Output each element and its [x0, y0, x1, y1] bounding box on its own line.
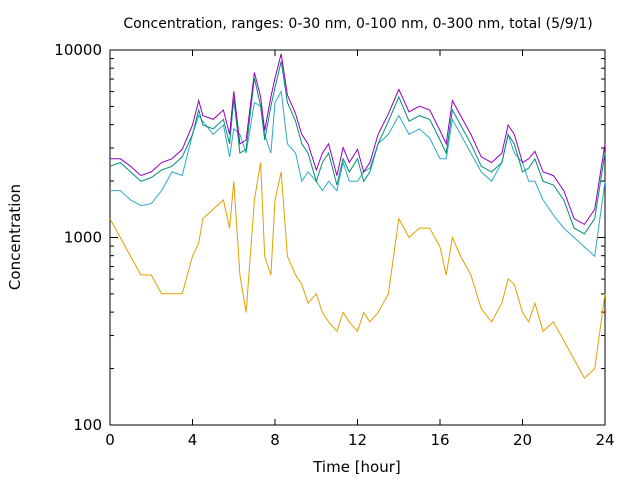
plot-frame [109, 49, 606, 426]
x-tick-label: 12 [348, 431, 367, 449]
x-tick-label: 4 [188, 431, 198, 449]
x-tick-label: 24 [595, 431, 614, 449]
x-tick-label: 0 [105, 431, 115, 449]
x-tick-label: 16 [430, 431, 449, 449]
y-tick-label: 10000 [54, 41, 102, 59]
series-line-1 [109, 162, 606, 379]
series-line-4 [110, 53, 606, 226]
x-tick-label: 20 [513, 431, 532, 449]
axis-ticks: 0 4 8 12 16 20 24 100 1000 10000 [54, 41, 614, 449]
y-axis-label: Concentration [6, 184, 24, 290]
series-lines [109, 53, 606, 379]
series-line-3 [109, 61, 606, 235]
chart-title: Concentration, ranges: 0-30 nm, 0-100 nm… [123, 16, 592, 32]
x-tick-label: 8 [270, 431, 280, 449]
series-line-2 [110, 89, 606, 258]
x-axis-label: Time [hour] [312, 458, 401, 476]
y-tick-label: 1000 [64, 229, 102, 247]
y-tick-label: 100 [73, 416, 102, 434]
